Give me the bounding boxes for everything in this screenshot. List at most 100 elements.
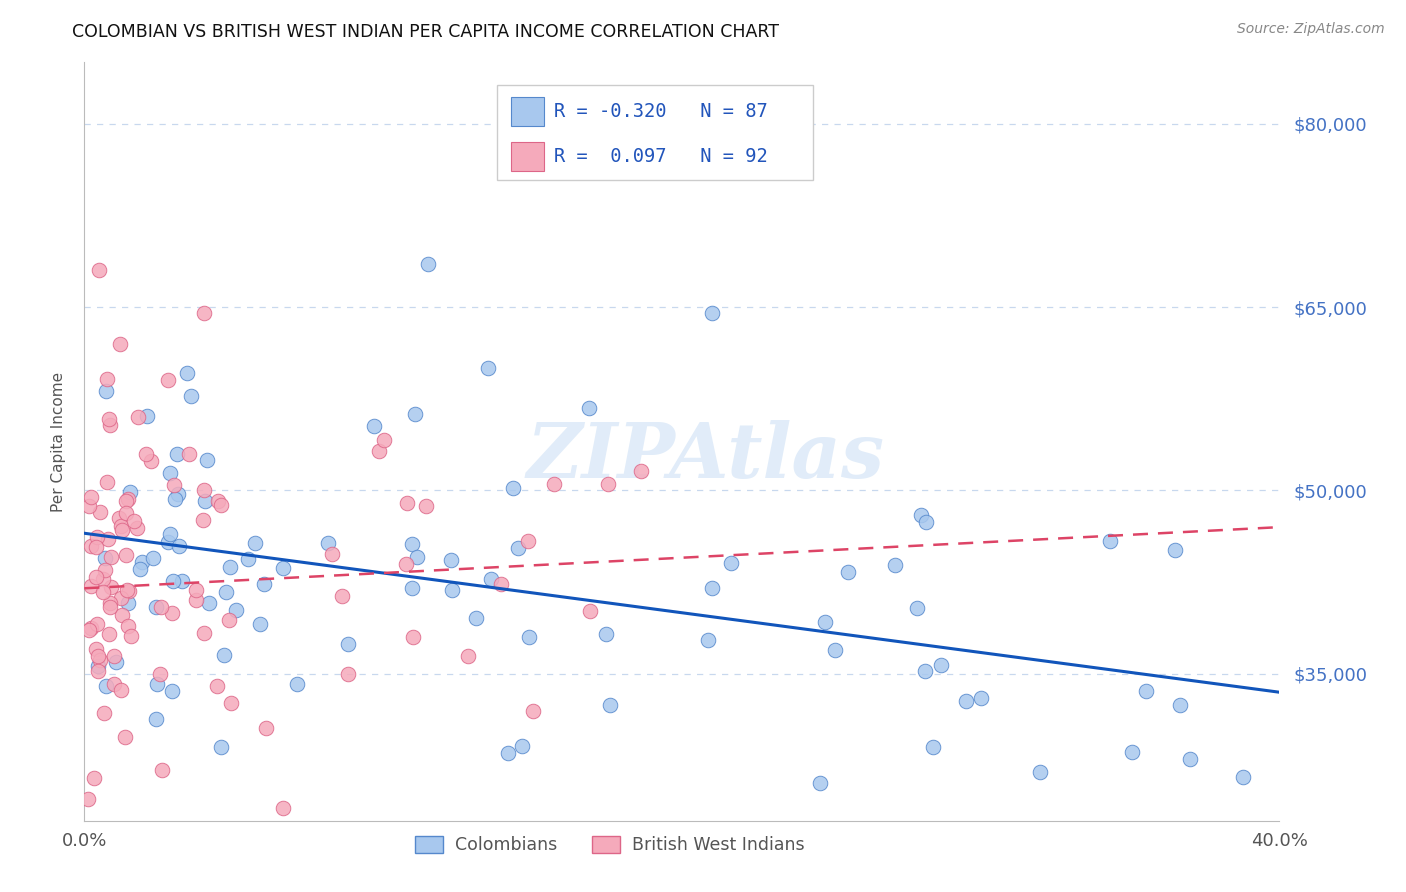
Point bbox=[194, 493, 217, 508]
Point bbox=[440, 553, 463, 567]
Point bbox=[145, 600, 167, 615]
Point bbox=[212, 648, 235, 662]
Point bbox=[167, 539, 190, 553]
Point bbox=[596, 476, 619, 491]
Point bbox=[720, 556, 742, 570]
Point bbox=[330, 589, 353, 603]
Point bbox=[271, 801, 294, 815]
Point bbox=[89, 505, 111, 519]
Legend: Colombians, British West Indians: Colombians, British West Indians bbox=[409, 830, 811, 862]
Point bbox=[700, 306, 723, 320]
Point bbox=[114, 506, 136, 520]
Point bbox=[93, 706, 115, 720]
Point bbox=[700, 582, 723, 596]
Point bbox=[404, 407, 426, 421]
Point bbox=[142, 550, 165, 565]
Text: ZIPAtlas: ZIPAtlas bbox=[527, 420, 884, 493]
Point bbox=[117, 596, 139, 610]
Point bbox=[697, 633, 720, 648]
Point bbox=[921, 740, 943, 755]
Point bbox=[218, 613, 240, 627]
Point bbox=[1029, 764, 1052, 779]
Point bbox=[1135, 684, 1157, 698]
Point bbox=[103, 648, 125, 663]
Point bbox=[139, 454, 162, 468]
Point bbox=[219, 696, 242, 710]
Point bbox=[824, 642, 846, 657]
Point bbox=[98, 627, 121, 641]
Point bbox=[100, 549, 122, 564]
Point bbox=[209, 740, 232, 755]
Point bbox=[129, 562, 152, 576]
Point bbox=[150, 763, 173, 777]
Point bbox=[86, 530, 108, 544]
Point bbox=[149, 666, 172, 681]
Point bbox=[249, 617, 271, 632]
Point bbox=[131, 555, 153, 569]
Point bbox=[489, 576, 512, 591]
Y-axis label: Per Capita Income: Per Capita Income bbox=[51, 371, 66, 512]
Point bbox=[162, 574, 184, 588]
Point bbox=[83, 771, 105, 785]
Point bbox=[193, 483, 215, 498]
Point bbox=[93, 563, 115, 577]
Point bbox=[336, 638, 359, 652]
Point bbox=[363, 419, 385, 434]
Point bbox=[110, 519, 132, 533]
Point bbox=[318, 535, 340, 549]
Point bbox=[111, 523, 134, 537]
Point bbox=[115, 582, 138, 597]
Point bbox=[477, 361, 499, 376]
Point bbox=[110, 336, 132, 351]
Point bbox=[163, 478, 186, 492]
Point bbox=[1298, 752, 1320, 766]
Point bbox=[80, 621, 103, 635]
Point bbox=[1168, 698, 1191, 712]
Point bbox=[253, 576, 276, 591]
Point bbox=[209, 498, 232, 512]
Point bbox=[599, 698, 621, 713]
Point bbox=[910, 508, 932, 522]
Point bbox=[120, 629, 142, 643]
Point bbox=[1164, 543, 1187, 558]
Point bbox=[160, 684, 183, 698]
Point bbox=[135, 409, 157, 424]
Point bbox=[167, 487, 190, 501]
Point bbox=[955, 694, 977, 708]
Point bbox=[80, 490, 103, 504]
Point bbox=[465, 611, 488, 625]
Point bbox=[159, 527, 181, 541]
Point bbox=[160, 606, 183, 620]
Point bbox=[79, 539, 101, 553]
Point bbox=[915, 515, 938, 529]
Point bbox=[198, 596, 221, 610]
Point bbox=[401, 581, 423, 595]
Text: Source: ZipAtlas.com: Source: ZipAtlas.com bbox=[1237, 22, 1385, 37]
Bar bbox=[510, 97, 544, 126]
Point bbox=[91, 572, 114, 586]
Point bbox=[118, 583, 141, 598]
Point bbox=[166, 447, 188, 461]
Point bbox=[100, 596, 122, 610]
Point bbox=[84, 540, 107, 554]
Point bbox=[254, 721, 277, 735]
Point bbox=[93, 551, 115, 566]
Point bbox=[1121, 745, 1143, 759]
Point bbox=[837, 565, 859, 579]
Point bbox=[117, 618, 139, 632]
Point bbox=[86, 617, 108, 632]
Point bbox=[814, 615, 837, 630]
Point bbox=[98, 412, 121, 426]
Point bbox=[219, 560, 242, 574]
Point bbox=[97, 533, 120, 547]
Point bbox=[416, 257, 439, 271]
Point bbox=[905, 601, 928, 615]
Point bbox=[479, 572, 502, 586]
Text: R = -0.320   N = 87: R = -0.320 N = 87 bbox=[554, 103, 768, 121]
Point bbox=[373, 434, 395, 448]
Point bbox=[163, 492, 186, 507]
Point bbox=[395, 496, 418, 510]
Point bbox=[84, 641, 107, 656]
Point bbox=[914, 664, 936, 678]
Point bbox=[103, 676, 125, 690]
